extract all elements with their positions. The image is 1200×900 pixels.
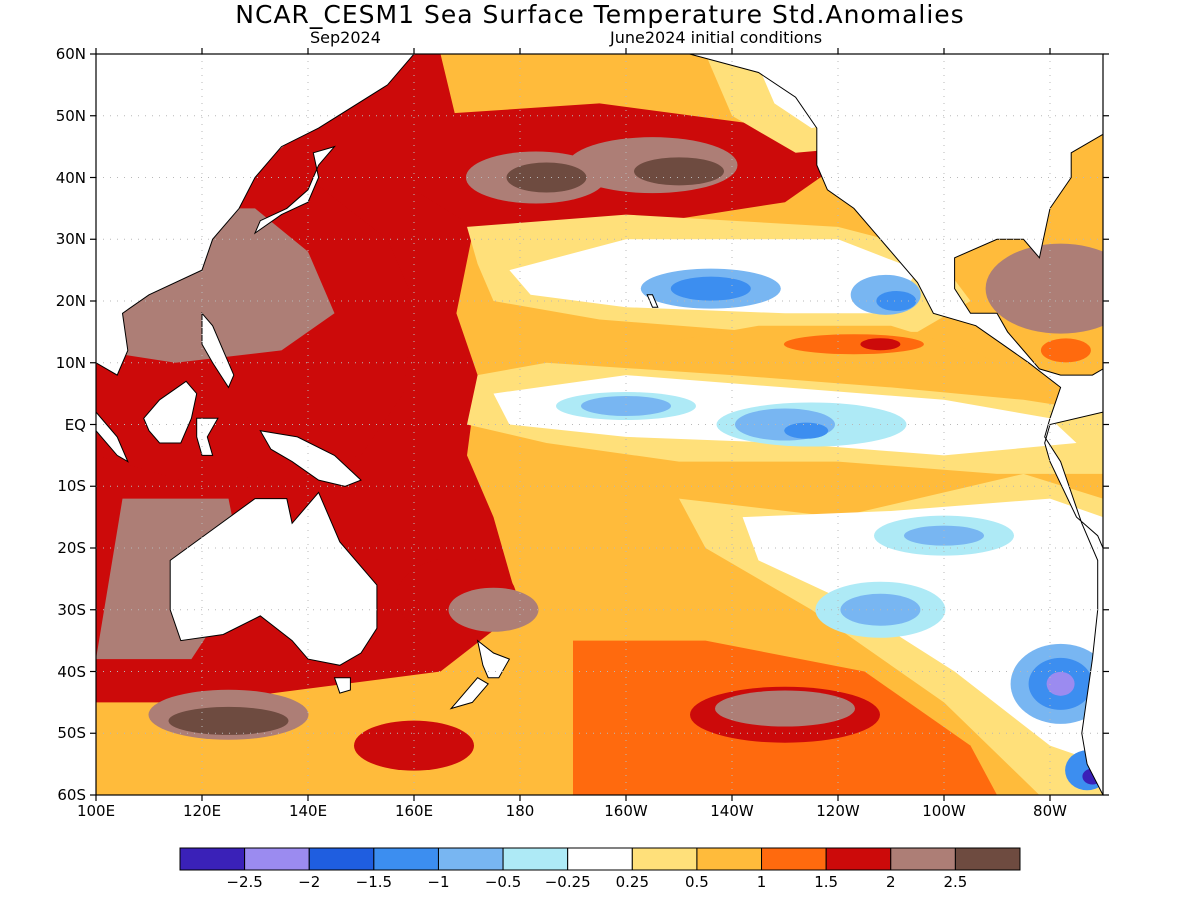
colorbar-label: 1 (756, 873, 767, 891)
colorbar-label: 2 (885, 873, 896, 891)
longitude-label: 100W (922, 802, 966, 820)
landmass (449, 677, 489, 710)
anomaly-patch (634, 157, 724, 186)
latitude-label: 20N (55, 292, 86, 310)
colorbar-label: −1 (427, 873, 450, 891)
anomaly-patch (783, 334, 924, 355)
latitude-label: 60S (57, 786, 86, 804)
landmass (333, 677, 351, 694)
anomaly-patch (860, 338, 901, 351)
anomaly-patch (985, 243, 1103, 334)
colorbar-swatch (373, 847, 439, 871)
anomaly-patch (715, 690, 855, 727)
longitude-label: 100E (76, 802, 116, 820)
colorbar-swatch (502, 847, 569, 871)
colorbar-swatch (761, 847, 827, 871)
anomaly-patch (1046, 671, 1075, 696)
colorbar-label: −1.5 (355, 873, 393, 891)
anomaly-patch (784, 422, 829, 439)
anomaly-patch (904, 525, 984, 546)
anomaly-patch (1040, 338, 1091, 363)
colorbar-label: −2.5 (226, 873, 263, 891)
longitude-label: 140E (288, 802, 328, 820)
anomaly-patch (168, 706, 289, 735)
longitude-label: 160W (604, 802, 648, 820)
longitude-label: 80W (1033, 802, 1067, 820)
initial-conditions-label: June2024 initial conditions (610, 28, 823, 47)
anomaly-patch (506, 162, 587, 193)
colorbar-swatch (954, 847, 1021, 871)
longitude-label: 180 (505, 802, 535, 820)
colorbar-label: −2 (298, 873, 321, 891)
colorbar-swatch (179, 847, 246, 871)
landmass (96, 54, 415, 376)
colorbar-swatch (696, 847, 763, 871)
anomaly-patch (448, 587, 539, 632)
latitude-label: 10S (57, 477, 86, 496)
landmass (253, 145, 336, 235)
landmass (626, 54, 1103, 795)
latitude-label: 40N (55, 168, 86, 187)
latitude-label: 10N (55, 353, 86, 372)
landmass (646, 294, 659, 308)
anomaly-patch (670, 276, 751, 301)
latitude-label: 50S (57, 724, 86, 743)
figure-title: NCAR_CESM1 Sea Surface Temperature Std.A… (235, 0, 965, 29)
colorbar-label: 1.5 (814, 873, 839, 891)
colorbar (179, 847, 1021, 871)
anomaly-patch (876, 291, 917, 311)
colorbar-swatch (437, 847, 504, 871)
colorbar-label: −0.5 (484, 873, 522, 891)
latitude-label: 30N (55, 230, 86, 249)
valid-month-label: Sep2024 (310, 28, 381, 47)
landmasses (96, 54, 1103, 795)
longitude-label: 140W (710, 802, 754, 820)
colorbar-label: −0.25 (544, 873, 591, 891)
anomaly-patch (354, 720, 474, 771)
colorbar-label: 0.5 (684, 873, 709, 891)
colorbar-swatch (308, 847, 375, 871)
colorbar-swatch (567, 847, 633, 871)
longitude-label: 160E (394, 802, 434, 820)
longitude-label: 120E (182, 802, 222, 820)
latitude-label: 30S (57, 600, 86, 619)
landmass (169, 491, 378, 666)
axis-ticks (90, 48, 1109, 801)
colorbar-swatch (244, 847, 310, 871)
colorbar-swatch (825, 847, 892, 871)
latitude-label: 50N (55, 106, 86, 125)
anomaly-patch (742, 498, 1103, 765)
colorbar-swatch (890, 847, 956, 871)
longitude-label: 120W (816, 802, 860, 820)
colorbar-swatch (631, 847, 698, 871)
anomaly-patch (581, 395, 671, 416)
latitude-label: EQ (64, 415, 86, 434)
latitude-label: 40S (57, 662, 86, 681)
landmass (259, 430, 362, 487)
colorbar-label: 0.25 (615, 873, 649, 891)
colorbar-label: 2.5 (943, 873, 968, 891)
latitude-label: 60N (55, 45, 86, 63)
landmass (143, 380, 198, 444)
landmass (201, 311, 235, 389)
latitude-label: 20S (57, 539, 86, 557)
landmass (476, 639, 511, 679)
